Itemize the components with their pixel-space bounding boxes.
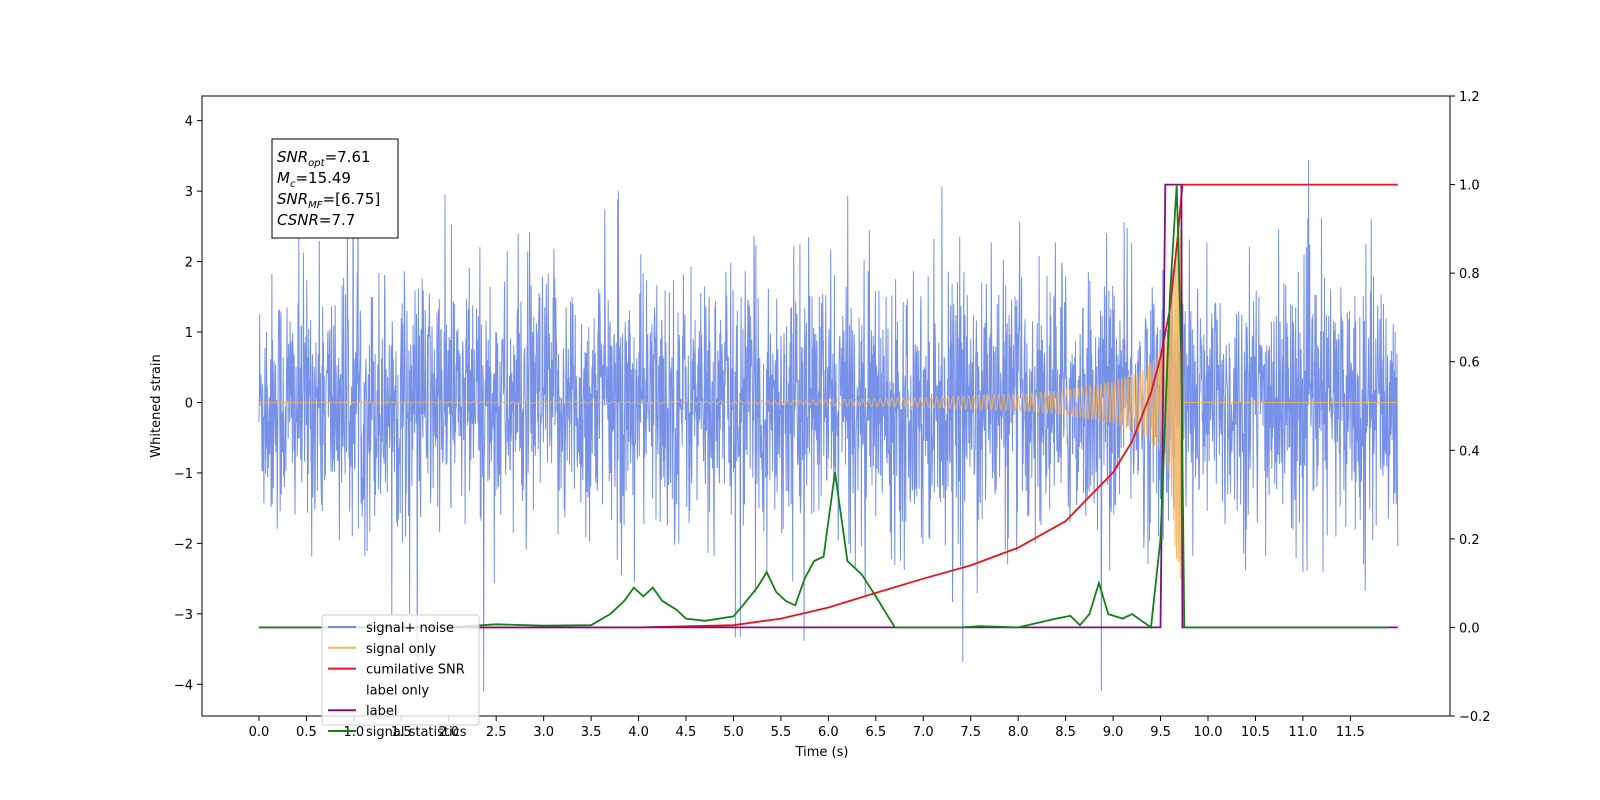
- stat-value: =7.7: [319, 211, 355, 229]
- y-left-tick-label: 0: [185, 396, 193, 411]
- x-axis-label: Time (s): [795, 745, 849, 760]
- x-tick-label: 0.5: [296, 725, 317, 740]
- x-tick-label: 2.0: [438, 725, 459, 740]
- stat-line: Mc=15.49: [277, 169, 351, 190]
- stat-value: =15.49: [295, 169, 351, 187]
- x-tick-label: 3.0: [533, 725, 554, 740]
- y-left-tick-label: −3: [174, 608, 193, 623]
- x-tick-label: 9.0: [1103, 725, 1124, 740]
- y-left-tick-label: −1: [174, 467, 193, 482]
- y-axis-left: 4 3 2 1 0 −1 −2 −3 −4: [174, 115, 202, 693]
- x-tick-label: 4.5: [676, 725, 697, 740]
- stat-subscript: c: [290, 179, 296, 190]
- legend-label: signal statistics: [366, 725, 467, 740]
- legend-label: signal only: [366, 642, 436, 657]
- x-tick-label: 8.5: [1055, 725, 1076, 740]
- x-tick-label: 11.0: [1288, 725, 1317, 740]
- y-right-tick-label: 0.4: [1459, 444, 1480, 459]
- x-axis: 0.0 0.5 1.0 1.5 2.0 2.5 3.0 3.5 4.0 4.5 5.0 5.5 6.0 6…: [249, 716, 1365, 740]
- y-right-tick-label: 0.0: [1459, 621, 1480, 636]
- plot-area: [258, 139, 1399, 692]
- x-tick-label: 4.0: [628, 725, 649, 740]
- x-tick-label: 6.0: [818, 725, 839, 740]
- legend-frame: [321, 614, 480, 726]
- x-tick-label: 10.5: [1241, 725, 1270, 740]
- y-right-tick-label: 1.0: [1459, 179, 1480, 194]
- stat-symbol: SNR: [277, 190, 308, 208]
- x-tick-label: 10.0: [1194, 725, 1223, 740]
- axes-frame: [201, 95, 1451, 717]
- x-tick-label: 7.5: [960, 725, 981, 740]
- stats-box-frame: [271, 138, 399, 239]
- x-tick-label: 5.5: [771, 725, 792, 740]
- y-left-tick-label: 2: [185, 256, 193, 271]
- stat-symbol: M: [277, 169, 290, 187]
- x-tick-label: 2.5: [486, 725, 507, 740]
- y-right-tick-label: 1.2: [1459, 90, 1480, 105]
- stat-line: SNRMF=[6.75]: [277, 190, 380, 211]
- y-left-tick-label: 4: [185, 115, 193, 130]
- x-tick-label: 1.0: [344, 725, 365, 740]
- y-left-tick-label: −4: [174, 678, 193, 693]
- x-tick-label: 5.0: [723, 725, 744, 740]
- y-right-tick-label: −0.2: [1459, 710, 1491, 725]
- y-left-tick-label: 3: [185, 185, 193, 200]
- legend-label: signal+ noise: [366, 621, 454, 636]
- stat-line: CSNR=7.7: [277, 211, 355, 229]
- series-signal-statistics: [258, 184, 1389, 630]
- stat-subscript: opt: [308, 158, 325, 169]
- legend: signal+ noise signal only cumilative SNR la…: [321, 614, 480, 740]
- x-tick-label: 11.5: [1336, 725, 1365, 740]
- y-left-tick-label: 1: [185, 326, 193, 341]
- series-cumulative-snr: [448, 183, 1398, 629]
- stat-symbol: SNR: [277, 148, 308, 166]
- y-axis-right: 1.2 1.0 0.8 0.6 0.4 0.2 0.0 −0.2: [1450, 90, 1491, 725]
- series-signal-noise: [258, 139, 1399, 692]
- y-right-tick-label: 0.8: [1459, 267, 1480, 282]
- x-tick-label: 6.5: [865, 725, 886, 740]
- x-tick-label: 3.5: [581, 725, 602, 740]
- x-tick-label: 7.0: [913, 725, 934, 740]
- stat-line: SNRopt=7.61: [277, 148, 371, 169]
- stat-value: =[6.75]: [323, 190, 381, 208]
- legend-label: cumilative SNR: [366, 663, 465, 678]
- x-tick-label: 8.0: [1008, 725, 1029, 740]
- y-right-tick-label: 0.6: [1459, 356, 1480, 371]
- legend-label: label: [366, 704, 397, 719]
- stat-subscript: MF: [308, 200, 323, 211]
- stat-value: =7.61: [325, 148, 371, 166]
- x-tick-label: 9.5: [1150, 725, 1171, 740]
- y-left-tick-label: −2: [174, 537, 193, 552]
- legend-label: label only: [366, 683, 429, 698]
- x-tick-label: 0.0: [249, 725, 270, 740]
- series-signal-only: [258, 229, 1398, 579]
- stat-symbol: CSNR: [277, 211, 319, 229]
- y-right-tick-label: 0.2: [1459, 533, 1480, 548]
- x-tick-label: 1.5: [391, 725, 412, 740]
- y-axis-label-left: Whitened strain: [149, 354, 164, 457]
